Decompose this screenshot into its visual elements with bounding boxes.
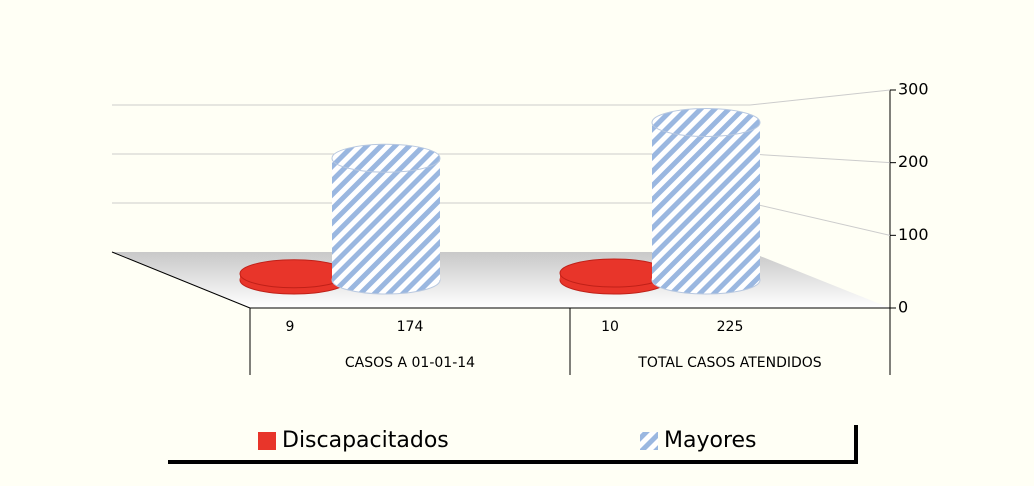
grid-line <box>749 153 891 164</box>
cylinder-top <box>239 259 349 289</box>
category-label: TOTAL CASOS ATENDIDOS <box>637 355 822 371</box>
legend-swatch <box>258 432 276 450</box>
bar <box>652 122 760 280</box>
y-tick-label: 100 <box>898 225 929 244</box>
table-value: 174 <box>397 319 424 335</box>
floor-edge <box>111 251 251 309</box>
table-value: 225 <box>717 319 744 335</box>
legend-swatch <box>640 432 658 450</box>
grid-line <box>749 89 891 106</box>
grid-line <box>749 202 891 236</box>
y-tick-label: 300 <box>898 80 929 99</box>
bar <box>332 158 440 280</box>
cylinder-top <box>651 108 761 137</box>
category-label: CASOS A 01-01-14 <box>345 355 475 371</box>
y-tick-label: 0 <box>898 298 908 317</box>
legend-label: Mayores <box>664 428 757 453</box>
cylinder-top <box>331 143 441 173</box>
cylinder-top <box>559 258 669 288</box>
y-tick-label: 200 <box>898 152 929 171</box>
table-value: 10 <box>601 319 619 335</box>
legend-label: Discapacitados <box>282 428 449 453</box>
table-value: 9 <box>286 319 295 335</box>
